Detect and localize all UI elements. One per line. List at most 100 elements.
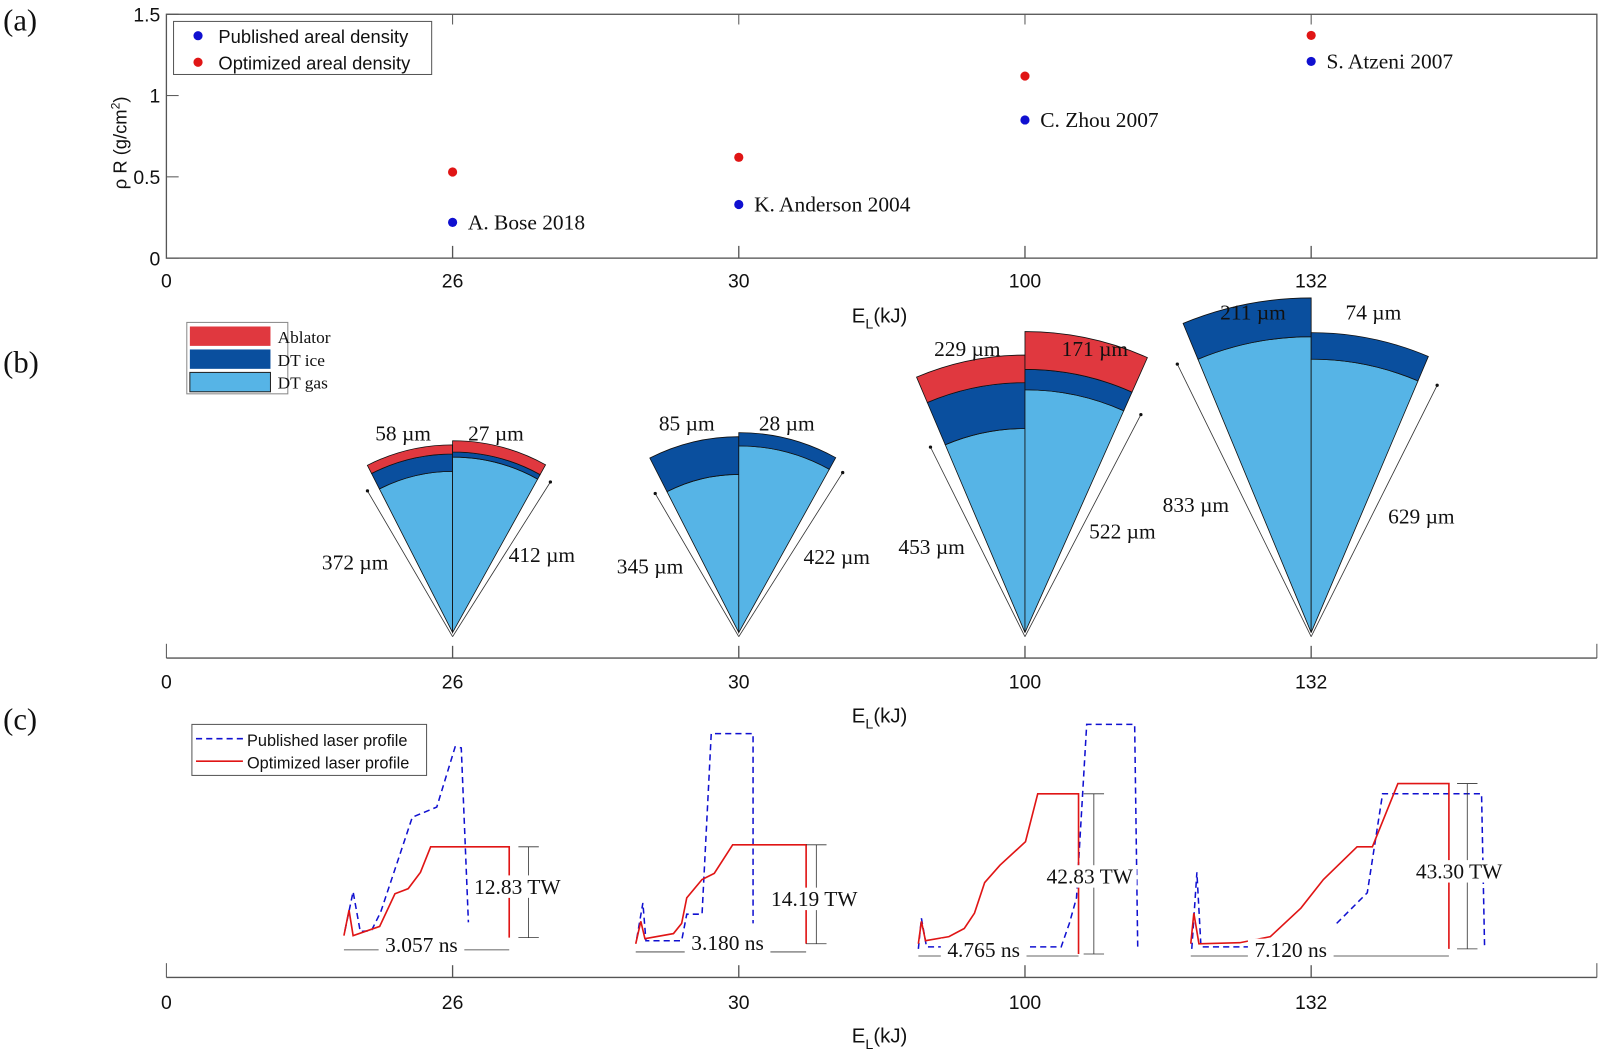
- x-axis-label-unit: (kJ): [873, 705, 907, 727]
- dt-gas-published: [378, 470, 453, 633]
- legend-swatch: [189, 371, 271, 393]
- x-tick-label: 30: [728, 271, 750, 293]
- shell-thickness-label-optimized: 28 µm: [759, 412, 815, 436]
- x-axis-label-sub: L: [865, 716, 873, 732]
- optimized-point: [448, 167, 458, 177]
- y-axis-label-close: ): [110, 96, 131, 102]
- gas-radius-label-optimized: 522 µm: [1089, 520, 1156, 544]
- peak-power-label: 12.83 TW: [474, 875, 561, 899]
- gas-radius-dimension-published: [930, 446, 1026, 637]
- legend-label: Published areal density: [218, 26, 409, 47]
- legend-swatch: [189, 349, 271, 369]
- gas-radius-dimension-optimized-arrowhead: [1139, 412, 1143, 417]
- x-tick-label: 26: [442, 271, 464, 293]
- y-tick-label: 0.5: [133, 167, 160, 189]
- x-axis-label-main: E: [852, 705, 866, 727]
- x-tick-label: 100: [1009, 271, 1042, 293]
- gas-radius-label-published: 372 µm: [322, 550, 389, 574]
- dt-gas-optimized: [1310, 358, 1419, 633]
- x-tick-label: 100: [1009, 672, 1042, 694]
- gas-radius-dimension-optimized-arrowhead: [548, 480, 553, 484]
- x-axis-label-main: E: [852, 1026, 866, 1048]
- ablator-optimized: [452, 440, 547, 476]
- y-axis-label-main: ρ R (g/cm: [110, 109, 131, 189]
- x-axis-label: EL(kJ): [852, 305, 908, 332]
- optimized-laser-profile: [343, 846, 511, 938]
- gas-radius-dimension-published-arrowhead: [928, 445, 933, 449]
- gas-radius-dimension-published-arrowhead: [365, 489, 370, 493]
- legend-label: Published laser profile: [247, 732, 408, 750]
- gas-radius-label-published: 453 µm: [898, 535, 965, 559]
- gas-radius-label-published: 833 µm: [1163, 493, 1230, 517]
- x-axis-label-unit: (kJ): [873, 1026, 907, 1048]
- x-tick-label: 26: [442, 672, 464, 694]
- published-point: [734, 199, 744, 210]
- y-tick-label: 1.5: [133, 4, 160, 26]
- published-point: [448, 217, 458, 227]
- optimized-laser-profile: [634, 843, 807, 944]
- gas-radius-label-optimized: 422 µm: [804, 545, 871, 569]
- dt-gas-published: [1197, 336, 1312, 633]
- x-tick-label: 30: [728, 672, 750, 694]
- label-background: [940, 938, 1027, 962]
- y-tick-label: 1: [149, 86, 160, 108]
- gas-radius-dimension-published-arrowhead: [1175, 362, 1179, 366]
- ablator-optimized: [1024, 331, 1148, 393]
- peak-power-label: 14.19 TW: [771, 887, 858, 911]
- point-annotation: C. Zhou 2007: [1040, 108, 1159, 132]
- duration-label: 3.180 ns: [691, 931, 764, 955]
- legend-label: Optimized laser profile: [247, 754, 409, 772]
- shell-thickness-label-optimized: 27 µm: [468, 422, 524, 446]
- x-tick-label: 100: [1009, 992, 1042, 1014]
- y-axis-label: ρ R (g/cm2): [108, 96, 130, 189]
- legend-label: DT gas: [278, 374, 328, 393]
- panel-label: (a): [3, 4, 37, 38]
- gas-radius-label-optimized: 412 µm: [509, 543, 576, 567]
- x-tick-label: 132: [1295, 271, 1327, 293]
- legend-label: DT ice: [278, 351, 326, 370]
- point-annotation: S. Atzeni 2007: [1326, 50, 1453, 74]
- dt-ice-optimized: [1310, 332, 1429, 382]
- point-annotation: A. Bose 2018: [468, 211, 585, 235]
- published-laser-profile: [917, 723, 1139, 949]
- dt-gas-optimized: [1024, 389, 1125, 633]
- x-tick-label: 132: [1295, 992, 1327, 1014]
- gas-radius-dimension-optimized-arrowhead: [1435, 383, 1439, 387]
- label-background: [1042, 865, 1137, 888]
- legend-marker: [193, 31, 203, 41]
- panel-label: (c): [3, 703, 37, 737]
- shell-thickness-label-optimized: 74 µm: [1346, 300, 1402, 324]
- plot-frame: [165, 13, 1598, 259]
- point-annotation: K. Anderson 2004: [754, 193, 911, 217]
- x-tick-label: 0: [161, 672, 172, 694]
- gas-radius-dimension-published: [1176, 363, 1312, 637]
- legend-label: Ablator: [278, 328, 331, 347]
- gas-radius-label-published: 345 µm: [617, 554, 684, 578]
- y-tick-label: 0: [149, 248, 160, 270]
- label-background: [378, 933, 465, 957]
- label-background: [684, 931, 771, 954]
- gas-radius-dimension-published: [367, 490, 453, 637]
- gas-radius-dimension-optimized: [738, 472, 844, 637]
- duration-label: 3.057 ns: [385, 933, 458, 957]
- dt-gas-published: [944, 428, 1026, 633]
- legend-box: [173, 20, 433, 75]
- panel-label: (b): [3, 345, 39, 379]
- gas-radius-dimension-optimized: [452, 481, 551, 637]
- gas-radius-dimension-optimized-arrowhead: [841, 470, 845, 475]
- x-tick-label: 0: [161, 992, 172, 1014]
- published-laser-profile: [1336, 793, 1486, 949]
- duration-label: 4.765 ns: [947, 938, 1020, 962]
- x-axis-label-sub: L: [865, 317, 873, 333]
- optimized-laser-profile: [1189, 782, 1450, 949]
- label-background: [1412, 860, 1507, 883]
- gas-radius-dimension-optimized: [1024, 414, 1142, 637]
- published-laser-profile: [635, 732, 754, 942]
- label-background: [470, 875, 565, 898]
- dt-ice-optimized: [738, 432, 837, 470]
- published-laser-profile: [1191, 872, 1286, 949]
- optimized-point: [734, 152, 744, 162]
- legend-marker: [193, 57, 203, 67]
- x-axis-label: EL(kJ): [852, 1026, 908, 1053]
